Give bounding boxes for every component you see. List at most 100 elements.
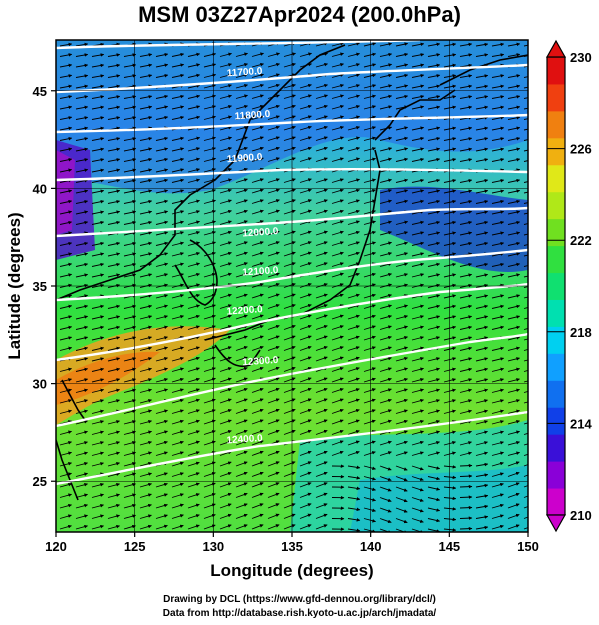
wind-arrow [299, 52, 312, 57]
wind-arrow [395, 189, 409, 194]
wind-arrow [475, 409, 488, 414]
wind-arrow [427, 84, 441, 89]
wind-arrow [283, 283, 296, 288]
wind-arrow [187, 220, 200, 225]
wind-arrow [363, 409, 376, 414]
wind-arrow [315, 272, 328, 278]
wind-arrow [379, 293, 392, 299]
wind-arrow [123, 252, 137, 257]
wind-arrow [187, 398, 200, 404]
wind-arrow [475, 105, 489, 110]
wind-arrow [475, 325, 489, 330]
wind-arrow [507, 241, 521, 246]
wind-arrow [507, 116, 521, 120]
wind-arrow [411, 273, 425, 278]
wind-arrow [91, 147, 105, 152]
wind-arrow [59, 147, 73, 152]
wind-arrow [91, 178, 105, 183]
wind-arrow [395, 335, 408, 341]
wind-arrow [251, 293, 264, 299]
wind-arrow [59, 157, 73, 162]
wind-arrow [523, 380, 528, 383]
wind-arrow [251, 272, 264, 278]
wind-arrow [523, 401, 528, 404]
wind-arrow [315, 293, 328, 299]
wind-arrow [395, 94, 409, 99]
wind-arrow [507, 136, 521, 141]
wind-arrow [363, 335, 376, 341]
wind-arrow [203, 147, 216, 152]
wind-arrow [523, 212, 528, 215]
wind-arrow [491, 84, 505, 89]
wind-arrow [491, 241, 505, 246]
wind-arrow [315, 262, 328, 267]
wind-arrow [523, 390, 528, 393]
wind-arrow [411, 73, 425, 78]
wind-arrow [187, 314, 200, 320]
wind-arrow [315, 398, 328, 404]
wind-arrow [251, 262, 264, 267]
wind-arrow [91, 409, 104, 414]
wind-arrow [331, 356, 344, 362]
wind-arrow [395, 356, 408, 362]
wind-arrow [443, 346, 457, 351]
wind-arrow [379, 73, 393, 78]
wind-arrow [75, 388, 88, 393]
wind-arrow [155, 273, 168, 278]
wind-arrow [491, 210, 505, 215]
x-tick-label: 145 [438, 539, 460, 554]
wind-arrow [427, 399, 440, 404]
wind-arrow [395, 136, 409, 141]
colorbar-label: 230 [570, 50, 592, 65]
wind-arrow [523, 254, 528, 257]
wind-arrow [379, 105, 393, 110]
wind-arrow [235, 398, 248, 404]
wind-arrow [219, 293, 232, 299]
wind-arrow [427, 105, 441, 110]
wind-arrow [235, 115, 248, 120]
wind-arrow [219, 52, 232, 57]
wind-arrow [491, 273, 505, 278]
wind-arrow [395, 262, 408, 267]
wind-arrow [107, 189, 121, 194]
wind-arrow [187, 409, 200, 414]
wind-arrow [251, 199, 264, 204]
wind-arrow [443, 210, 457, 215]
wind-arrow [171, 388, 184, 393]
wind-arrow [59, 304, 73, 309]
wind-arrow [523, 149, 528, 152]
wind-arrow [491, 95, 505, 99]
wind-arrow [427, 325, 441, 330]
wind-arrow [363, 220, 376, 225]
wind-arrow [363, 42, 377, 47]
wind-arrow [427, 231, 441, 236]
wind-arrow [523, 107, 528, 110]
wind-arrow [475, 399, 488, 404]
wind-arrow [171, 252, 184, 257]
wind-arrow [107, 388, 120, 393]
wind-arrow [427, 294, 441, 299]
wind-arrow [331, 335, 344, 341]
wind-arrow [171, 63, 185, 68]
wind-arrow [187, 94, 201, 99]
wind-arrow [411, 336, 424, 341]
wind-arrow [139, 304, 153, 309]
wind-arrow [331, 408, 344, 414]
wind-arrow [411, 231, 425, 236]
wind-arrow [123, 105, 137, 110]
wind-arrow [235, 377, 248, 383]
wind-arrow [475, 294, 489, 299]
wind-arrow [507, 294, 521, 299]
colorbar-segment [547, 434, 565, 462]
wind-arrow [91, 158, 105, 162]
wind-arrow [475, 116, 489, 120]
wind-arrow [91, 420, 104, 425]
wind-arrow [523, 86, 528, 89]
wind-arrow [59, 168, 73, 173]
x-tick-label: 135 [281, 539, 303, 554]
wind-arrow [347, 73, 360, 78]
wind-arrow [331, 157, 344, 162]
wind-arrow [411, 157, 425, 162]
wind-arrow [59, 74, 73, 78]
wind-arrow [427, 357, 440, 362]
